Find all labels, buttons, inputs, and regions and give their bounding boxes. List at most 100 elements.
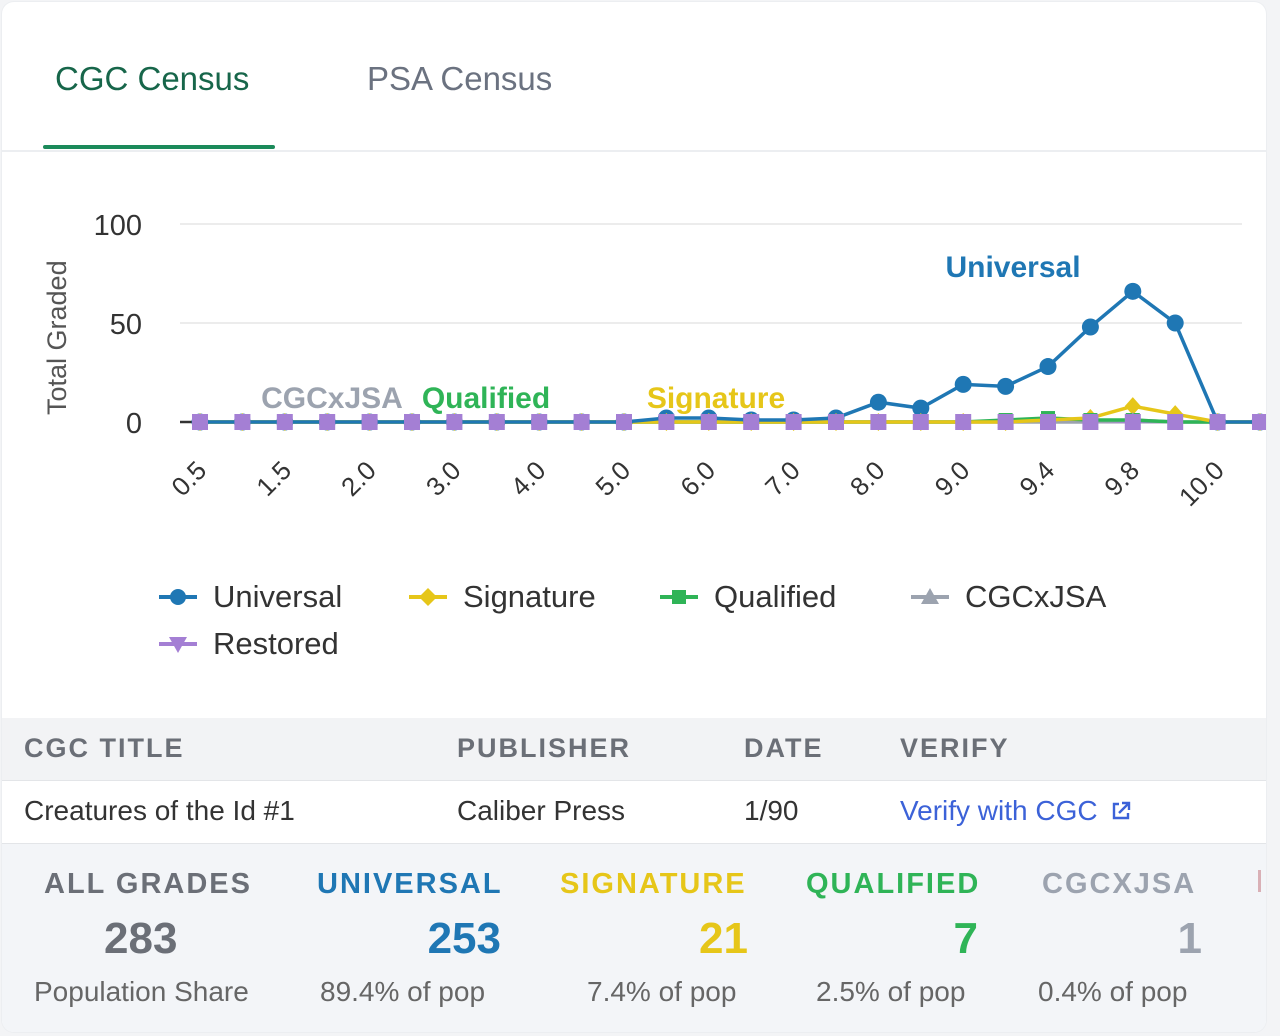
column-header-verify: VERIFY	[900, 733, 1010, 763]
y-tick-label: 50	[110, 309, 142, 341]
legend-label: Signature	[463, 579, 596, 614]
population-stats: ALL GRADES 283 Population Share UNIVERSA…	[2, 844, 1266, 1032]
publisher-value: Caliber Press	[457, 795, 626, 826]
data-point-restored	[1252, 414, 1266, 430]
data-point-restored	[912, 414, 929, 430]
data-point-restored	[234, 414, 251, 430]
data-point-restored	[1209, 414, 1226, 430]
data-point-restored	[785, 414, 802, 430]
legend-label: Qualified	[714, 579, 837, 614]
series-annotation-qualified: Qualified	[422, 382, 550, 415]
series-annotation-signature: Signature	[647, 382, 785, 415]
stat-label-signature: SIGNATURE	[560, 868, 747, 900]
data-point-universal	[912, 399, 930, 417]
legend-cgcxjsa[interactable]: CGCxJSA	[909, 579, 1106, 615]
data-point-restored	[955, 414, 972, 430]
data-point-signature	[1124, 397, 1141, 416]
stat-sub-all-grades: Population Share	[34, 976, 249, 1007]
series-annotation-universal: Universal	[945, 251, 1080, 284]
data-point-restored	[531, 414, 548, 430]
triangle-down-marker-icon	[159, 637, 197, 653]
x-tick-label: 4.0	[505, 455, 552, 502]
data-point-universal	[1124, 282, 1142, 300]
data-point-restored	[1082, 414, 1099, 430]
x-tick-label: 0.5	[165, 455, 212, 502]
next-stat-column-edge	[1258, 870, 1261, 892]
data-point-universal	[1039, 358, 1057, 376]
stat-label-qualified: QUALIFIED	[806, 868, 981, 900]
data-point-restored	[276, 414, 293, 430]
stat-value-universal: 253	[427, 914, 501, 963]
data-point-restored	[361, 414, 378, 430]
data-point-restored	[870, 414, 887, 430]
data-point-universal	[997, 377, 1015, 395]
triangle-marker-icon	[911, 588, 949, 604]
x-tick-label: 10.0	[1173, 455, 1230, 512]
x-tick-label: 9.0	[929, 455, 976, 502]
column-header-publisher: PUBLISHER	[457, 733, 632, 763]
x-tick-label: 1.5	[250, 455, 297, 502]
census-table-header: CGC TITLE PUBLISHER DATE VERIFY	[2, 718, 1266, 781]
data-point-restored	[997, 414, 1014, 430]
data-point-restored	[1040, 414, 1056, 430]
series-annotation-cgcxjsa: CGCxJSA	[261, 382, 403, 415]
table-row: Creatures of the Id #1 Caliber Press 1/9…	[2, 781, 1266, 844]
data-point-restored	[573, 414, 590, 430]
data-point-restored	[616, 414, 632, 430]
data-point-restored	[828, 414, 844, 430]
data-point-restored	[404, 414, 420, 430]
legend-restored[interactable]: Restored	[157, 626, 339, 662]
comic-title: Creatures of the Id #1	[24, 795, 295, 826]
x-tick-label: 2.0	[335, 455, 382, 502]
tab-psa-census[interactable]: PSA Census	[367, 60, 553, 97]
stat-value-signature: 21	[699, 914, 748, 963]
legend-label: Restored	[213, 626, 339, 661]
legend-label: Universal	[213, 579, 343, 614]
legend-qualified[interactable]: Qualified	[658, 579, 836, 615]
y-tick-label: 100	[94, 210, 142, 242]
census-tabs: CGC Census PSA Census	[2, 2, 1266, 152]
x-tick-label: 8.0	[844, 455, 891, 502]
x-tick-label: 3.0	[420, 455, 467, 502]
data-point-restored	[1124, 414, 1141, 430]
data-point-restored	[1167, 414, 1184, 430]
x-tick-label: 5.0	[589, 455, 636, 502]
date-value: 1/90	[744, 795, 799, 826]
legend-universal[interactable]: Universal	[157, 579, 342, 615]
stat-label-cgcxjsa: CGCXJSA	[1042, 868, 1197, 900]
data-point-universal	[1081, 318, 1099, 336]
stat-value-qualified: 7	[953, 914, 978, 963]
legend-label: CGCxJSA	[965, 579, 1107, 614]
x-tick-label: 7.0	[759, 455, 806, 502]
x-tick-label: 6.0	[674, 455, 721, 502]
stat-sub-qualified: 2.5% of pop	[816, 976, 966, 1007]
data-point-restored	[700, 414, 717, 430]
y-tick-label: 0	[126, 408, 142, 440]
square-marker-icon	[660, 590, 698, 604]
data-point-restored	[319, 414, 336, 430]
tab-cgc-census[interactable]: CGC Census	[55, 60, 250, 97]
data-point-universal	[1166, 314, 1184, 332]
active-tab-indicator	[43, 145, 275, 149]
data-point-restored	[192, 414, 208, 430]
data-point-universal	[869, 393, 887, 411]
data-point-universal	[954, 375, 972, 393]
legend-signature[interactable]: Signature	[407, 579, 596, 615]
diamond-marker-icon	[409, 588, 447, 606]
external-link-icon	[1112, 801, 1130, 820]
verify-with-cgc-link[interactable]: Verify with CGC	[900, 795, 1132, 827]
stat-value-cgcxjsa: 1	[1177, 914, 1202, 963]
stat-sub-cgcxjsa: 0.4% of pop	[1038, 976, 1188, 1007]
data-point-restored	[743, 414, 760, 430]
stat-label-universal: UNIVERSAL	[317, 868, 503, 900]
stat-sub-universal: 89.4% of pop	[320, 976, 486, 1007]
x-tick-label: 9.4	[1013, 455, 1060, 502]
x-tick-label: 9.8	[1098, 455, 1145, 502]
data-point-restored	[658, 414, 675, 430]
stat-sub-signature: 7.4% of pop	[587, 976, 737, 1007]
data-point-restored	[488, 414, 505, 430]
column-header-date: DATE	[744, 733, 824, 763]
stat-label-all-grades: ALL GRADES	[44, 868, 252, 900]
data-point-restored	[446, 414, 463, 430]
